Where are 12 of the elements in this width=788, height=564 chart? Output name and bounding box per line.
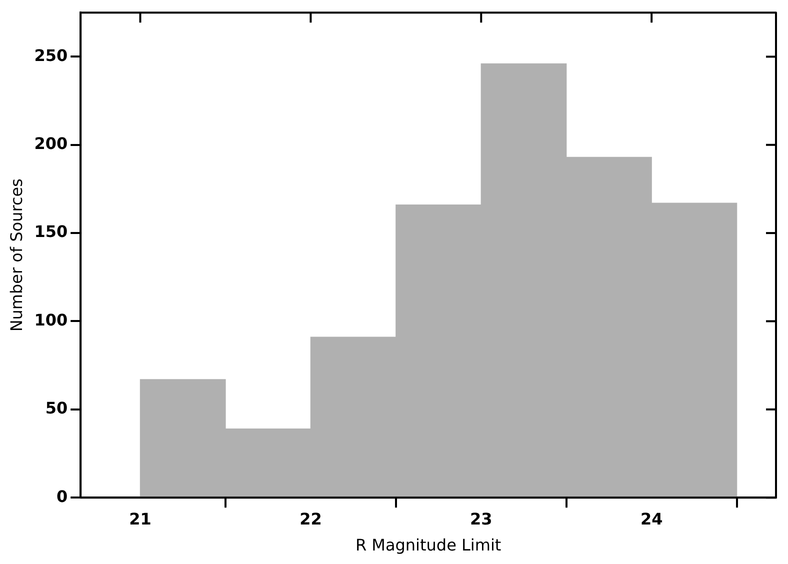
y-tick-label: 250 [34,46,68,65]
x-tick-label: 21 [129,509,152,528]
y-tick-label: 0 [56,486,68,506]
x-tick-label: 23 [470,509,492,528]
y-tick-label: 150 [34,222,68,242]
y-tick-label: 200 [34,134,68,154]
y-tick-label: 50 [45,398,68,418]
y-axis-title: Number of Sources [6,178,26,332]
x-tick-label: 24 [640,509,663,528]
y-tick-label: 100 [34,310,68,330]
x-axis-title: R Magnitude Limit [355,536,502,555]
x-tick-label: 22 [300,509,322,528]
